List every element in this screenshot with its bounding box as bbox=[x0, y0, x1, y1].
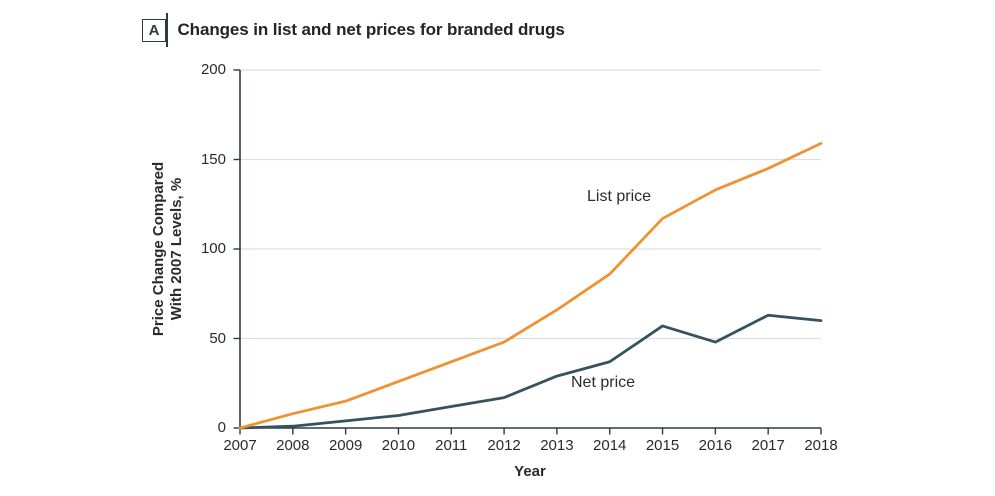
x-tick-label: 2015 bbox=[645, 437, 680, 454]
x-tick-label: 2012 bbox=[487, 437, 521, 454]
y-tick-label: 50 bbox=[209, 329, 226, 347]
x-axis-title: Year bbox=[514, 463, 546, 480]
y-tick-label: 0 bbox=[217, 419, 226, 436]
series-label-net-price: Net price bbox=[571, 374, 636, 391]
x-tick-label: 2013 bbox=[540, 437, 574, 454]
y-tick-label: 200 bbox=[200, 61, 226, 78]
panel-label: A bbox=[148, 21, 160, 39]
panel-label-box: A bbox=[142, 18, 166, 42]
panel-divider bbox=[166, 13, 168, 47]
x-tick-label: 2017 bbox=[751, 437, 785, 454]
series-line-list-price bbox=[238, 141, 823, 430]
y-tick-label: 150 bbox=[200, 150, 226, 168]
x-tick-label: 2014 bbox=[593, 437, 627, 454]
x-tick-label: 2010 bbox=[381, 437, 416, 454]
x-tick-label: 2018 bbox=[804, 437, 838, 454]
series-line-net-price bbox=[238, 313, 823, 430]
y-tick-label: 100 bbox=[200, 240, 226, 257]
x-tick-label: 2007 bbox=[223, 437, 257, 454]
series-label-list-price: List price bbox=[587, 188, 652, 205]
y-axis-title-line1: Price Change Compared bbox=[150, 161, 167, 337]
x-tick-label: 2011 bbox=[435, 437, 468, 454]
y-axis-title: Price Change Compared With 2007 Levels, … bbox=[150, 69, 186, 429]
x-tick-label: 2016 bbox=[698, 437, 733, 454]
figure-title: Changes in list and net prices for brand… bbox=[177, 20, 565, 39]
x-tick-label: 2008 bbox=[276, 437, 310, 454]
x-tick-label: 2009 bbox=[328, 437, 363, 454]
figure-header: A Changes in list and net prices for bra… bbox=[142, 13, 565, 47]
